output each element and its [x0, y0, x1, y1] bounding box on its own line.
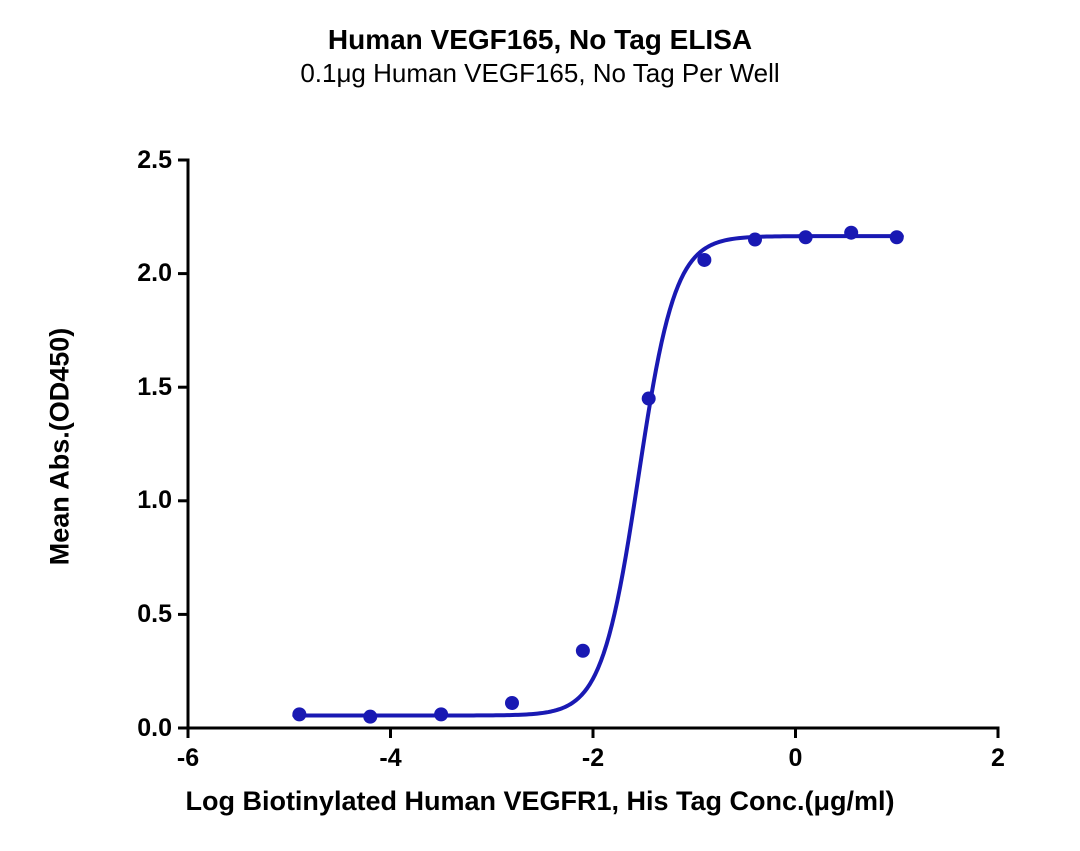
data-point	[799, 230, 813, 244]
data-point	[890, 230, 904, 244]
data-point	[844, 226, 858, 240]
data-point	[505, 696, 519, 710]
x-tick-label: 0	[766, 744, 826, 773]
data-point	[434, 707, 448, 721]
data-point	[292, 707, 306, 721]
y-tick-label: 2.5	[137, 146, 172, 175]
data-point	[363, 710, 377, 724]
y-tick-label: 1.5	[137, 373, 172, 402]
data-point	[576, 644, 590, 658]
y-tick-label: 2.0	[137, 259, 172, 288]
chart-container: Human VEGF165, No Tag ELISA 0.1μg Human …	[0, 0, 1080, 851]
x-tick-label: 2	[968, 744, 1028, 773]
y-tick-label: 0.5	[137, 600, 172, 629]
data-point	[642, 392, 656, 406]
x-tick-label: -2	[563, 744, 623, 773]
data-point	[697, 253, 711, 267]
y-tick-label: 0.0	[137, 714, 172, 743]
y-tick-label: 1.0	[137, 486, 172, 515]
fit-curve	[294, 236, 902, 715]
data-point	[748, 233, 762, 247]
x-tick-label: -6	[158, 744, 218, 773]
x-tick-label: -4	[361, 744, 421, 773]
